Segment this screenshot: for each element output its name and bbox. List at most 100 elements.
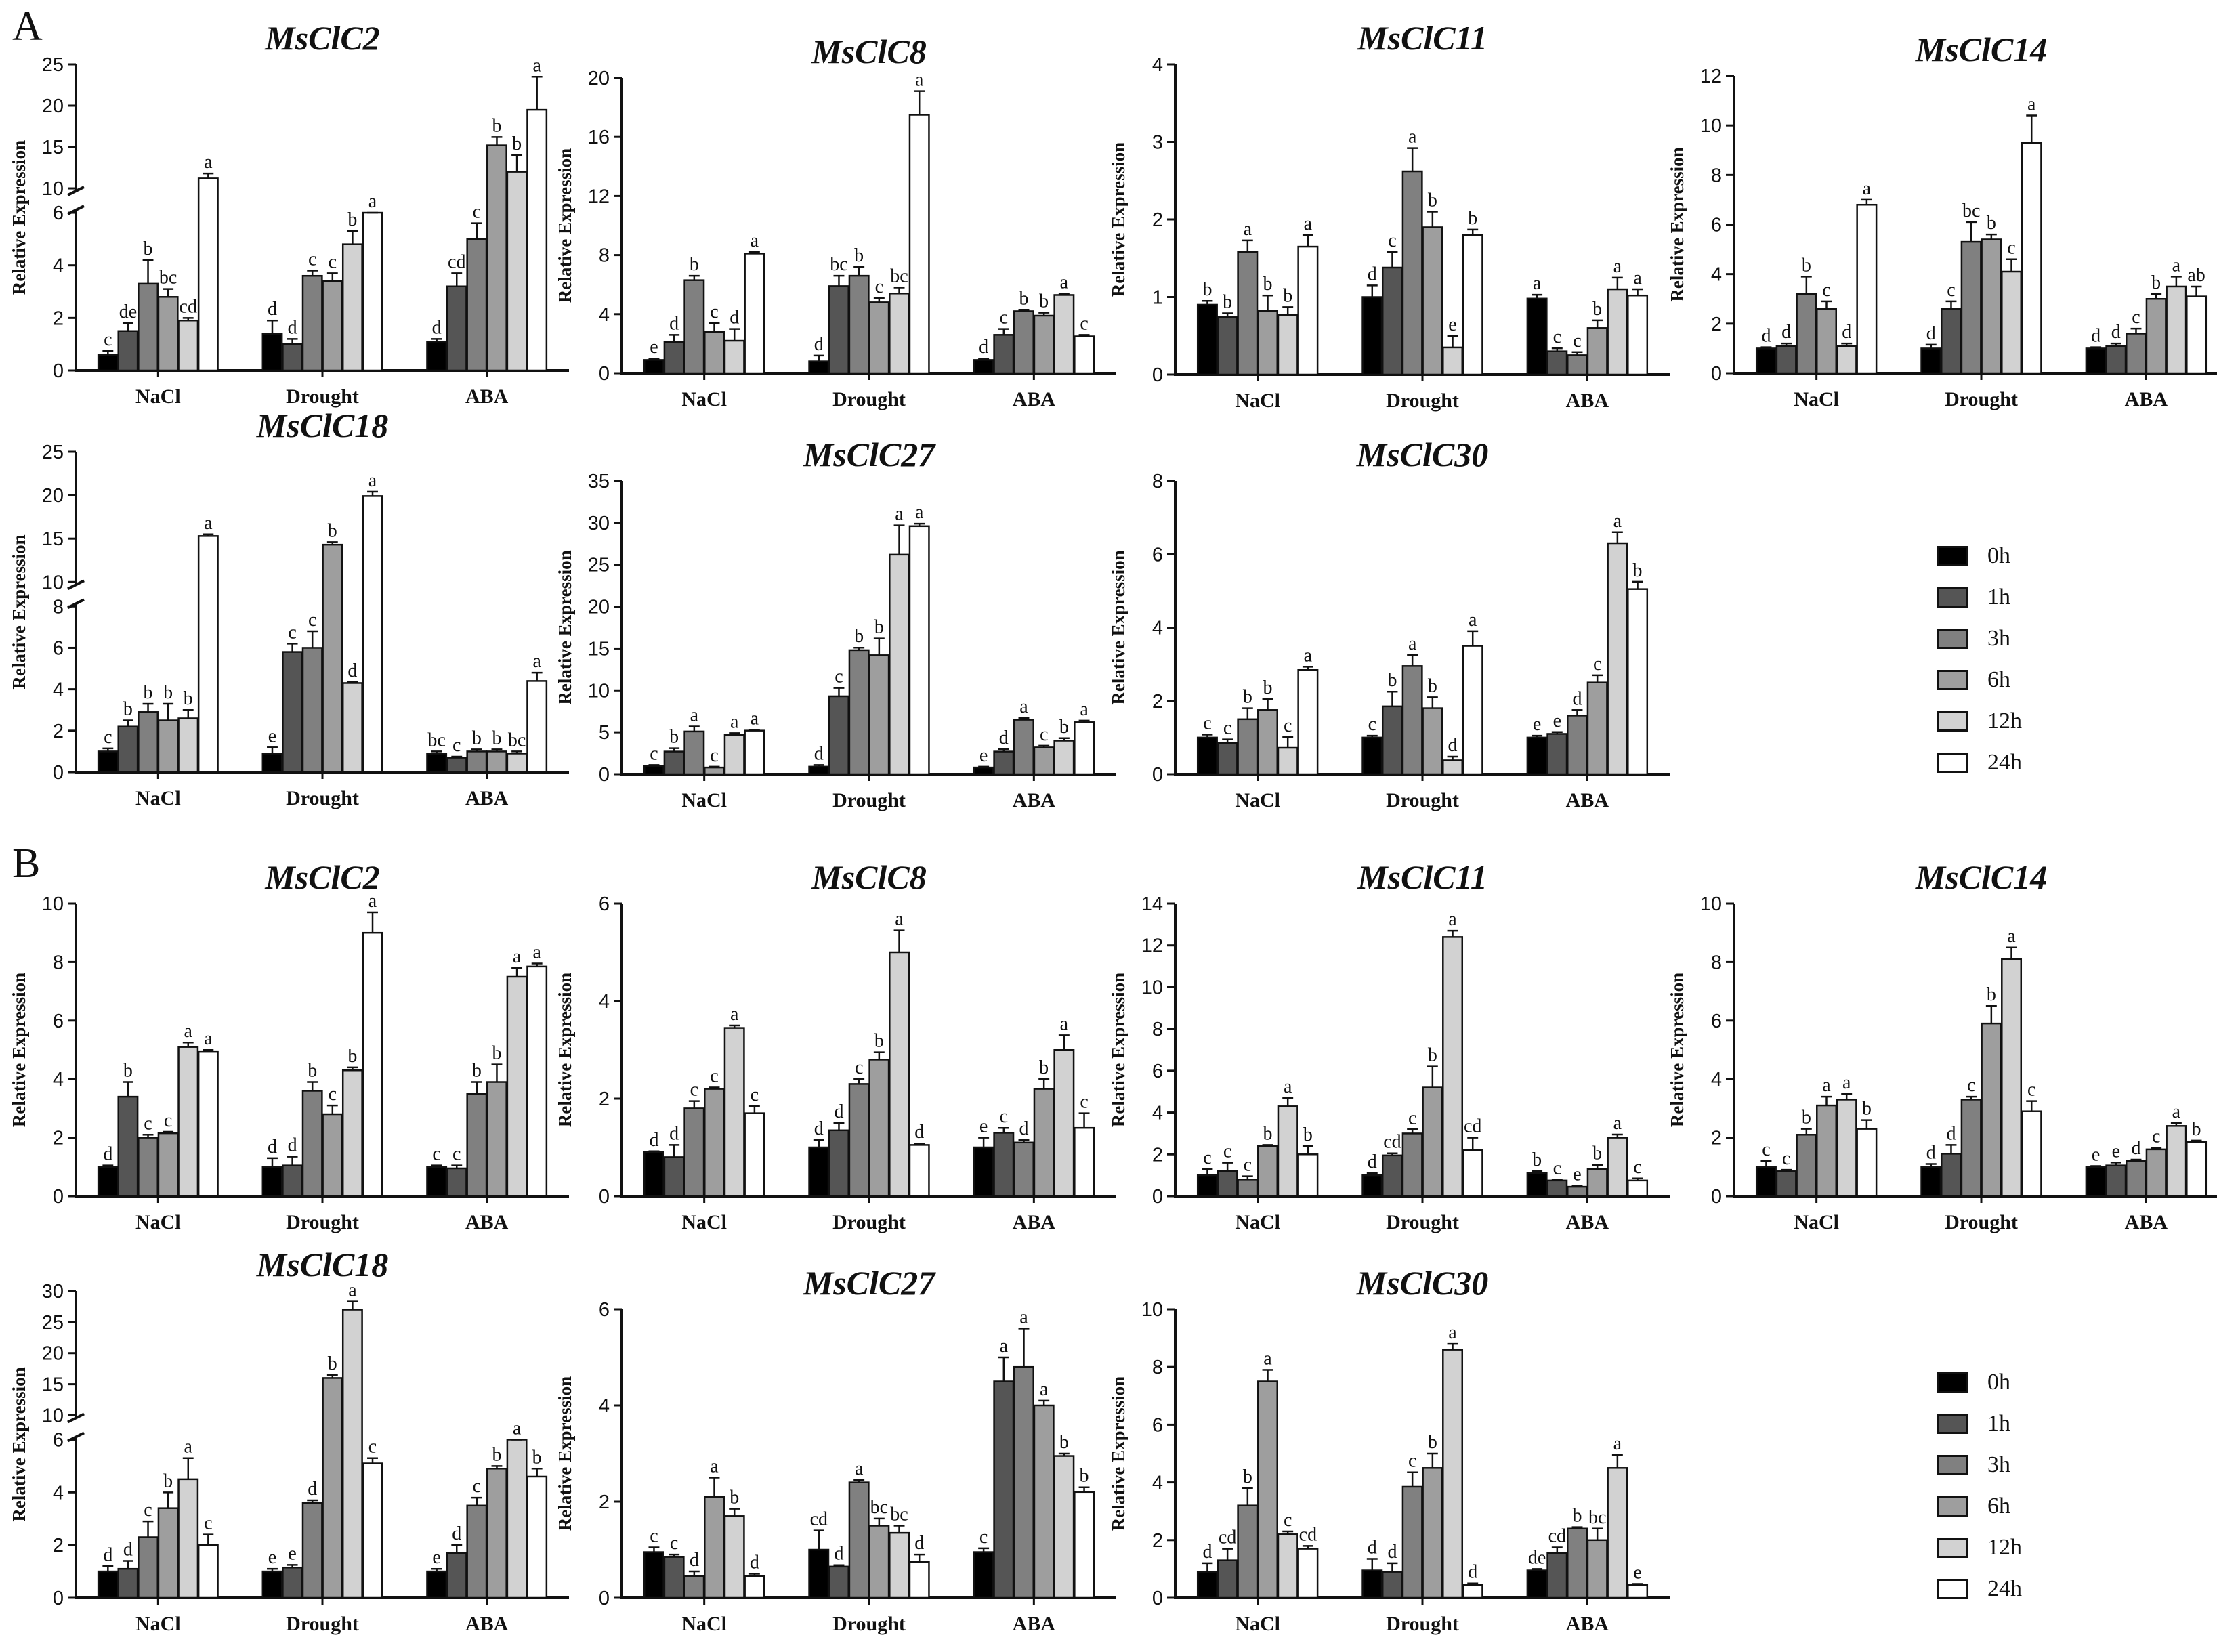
significance-letter: a xyxy=(1304,213,1313,234)
y-tick-label: 20 xyxy=(42,485,64,507)
significance-letter: b xyxy=(492,115,501,136)
chart-title: MsClC27 xyxy=(803,436,937,473)
x-tick-label: NaCl xyxy=(1235,1211,1280,1233)
y-tick-label: 6 xyxy=(599,893,610,915)
y-tick-label: 0 xyxy=(1711,1186,1722,1208)
significance-letter: a xyxy=(1019,1307,1028,1328)
bar-aba-6h xyxy=(2145,298,2167,375)
bar-aba-12h xyxy=(1607,288,1628,376)
bar-aba-12h xyxy=(1607,542,1628,776)
significance-letter: b xyxy=(1802,1107,1811,1128)
bar-nacl-3h xyxy=(1237,1504,1259,1599)
significance-letter: d xyxy=(1387,1542,1397,1563)
significance-letter: c xyxy=(2152,1126,2160,1147)
bar-nacl-6h xyxy=(704,766,725,776)
significance-letter: d xyxy=(1761,326,1771,347)
y-tick-label: 2 xyxy=(1152,691,1163,713)
significance-letter: c xyxy=(1223,718,1231,739)
significance-letter: a xyxy=(1633,268,1642,289)
bar-nacl-1h xyxy=(663,750,685,776)
legend-swatch-12h xyxy=(1937,711,1968,732)
significance-letter: d xyxy=(834,1544,843,1565)
significance-letter: a xyxy=(895,504,904,525)
bar-drought-3h xyxy=(1401,1132,1423,1198)
legend-swatch-24h xyxy=(1937,752,1968,773)
significance-letter: b xyxy=(1428,1045,1437,1066)
y-tick-label: 4 xyxy=(1152,1473,1163,1494)
x-tick-label: Drought xyxy=(1386,789,1459,811)
legend-swatch-0h xyxy=(1937,1372,1968,1393)
significance-letter: d xyxy=(914,1122,924,1143)
y-tick-label: 10 xyxy=(1700,893,1722,915)
bar-drought-6h xyxy=(868,1525,890,1599)
significance-letter: c xyxy=(1223,1141,1231,1162)
y-tick-label: 8 xyxy=(1152,471,1163,492)
significance-letter: b xyxy=(1428,675,1437,696)
bar-drought-1h xyxy=(282,1566,303,1599)
significance-letter: d xyxy=(669,313,679,334)
x-tick-label: ABA xyxy=(1566,389,1609,412)
significance-letter: b xyxy=(1592,299,1602,320)
significance-letter: a xyxy=(1863,178,1872,199)
legend-swatch-24h xyxy=(1937,1578,1968,1599)
significance-letter: a xyxy=(690,704,699,725)
bar-drought-3h xyxy=(848,1481,870,1599)
bar-drought-6h xyxy=(868,654,890,776)
bar-nacl-24h xyxy=(197,1544,219,1599)
bar-drought-6h xyxy=(322,1113,343,1198)
significance-letter: a xyxy=(1060,272,1069,293)
x-tick-label: ABA xyxy=(2125,1211,2168,1233)
y-tick-label: 10 xyxy=(42,572,64,593)
bar-aba-24h xyxy=(1627,1179,1649,1198)
axis-break-mark xyxy=(67,186,85,196)
bar-drought-3h xyxy=(848,1083,870,1198)
significance-letter: c xyxy=(1967,1075,1975,1096)
x-tick-label: ABA xyxy=(465,787,509,809)
y-tick-label: 15 xyxy=(42,137,64,158)
bar-nacl-1h xyxy=(1775,345,1797,375)
bar-nacl-12h xyxy=(177,1478,199,1599)
bar-nacl-1h xyxy=(663,1156,685,1198)
bar-aba-24h xyxy=(1074,335,1095,375)
significance-letter: c xyxy=(473,202,481,223)
chart-a-msclc14: MsClC14 Relative Expression 0 2 4 6 8 10 12 NaCl d… xyxy=(1667,30,2217,410)
legend-item: 0h xyxy=(1937,1361,2022,1403)
legend-label: 0h xyxy=(1987,1369,2010,1395)
x-tick-label: NaCl xyxy=(135,787,181,809)
bar-drought-24h xyxy=(908,1144,930,1198)
legend-label: 12h xyxy=(1987,708,2022,734)
significance-letter: d xyxy=(1368,1537,1377,1558)
significance-letter: bc xyxy=(1962,200,1980,221)
bar-nacl-12h xyxy=(1277,1533,1298,1599)
significance-letter: c xyxy=(1080,1092,1088,1113)
significance-letter: a xyxy=(1533,273,1542,294)
bar-drought-6h xyxy=(1422,226,1443,376)
x-tick-label: ABA xyxy=(1013,1613,1056,1635)
bar-nacl-0h xyxy=(97,1570,119,1599)
bar-drought-0h xyxy=(261,753,283,774)
significance-letter: a xyxy=(204,1028,213,1049)
y-tick-label: 0 xyxy=(53,360,64,382)
y-tick-label: 2 xyxy=(1711,1128,1722,1149)
chart-title: MsClC2 xyxy=(264,19,380,57)
significance-letter: d xyxy=(268,299,277,320)
significance-letter: c xyxy=(1040,724,1048,745)
significance-letter: c xyxy=(452,1144,461,1165)
bar-nacl-24h xyxy=(1856,1128,1878,1198)
bar-nacl-6h xyxy=(704,1088,725,1198)
y-tick-label: 0 xyxy=(1711,363,1722,385)
bar-drought-6h xyxy=(1422,707,1443,776)
significance-letter: cd xyxy=(1464,1116,1481,1137)
y-tick-label: 4 xyxy=(53,1482,64,1504)
significance-letter: b xyxy=(492,1043,501,1064)
bar-drought-24h xyxy=(362,931,383,1198)
legend-item: 24h xyxy=(1937,742,2022,783)
y-axis-label: Relative Expression xyxy=(1108,1376,1128,1531)
y-axis-label: Relative Expression xyxy=(9,534,29,689)
y-tick-label: 4 xyxy=(1152,1103,1163,1124)
significance-letter: a xyxy=(2172,1101,2181,1122)
significance-letter: c xyxy=(710,1065,718,1086)
significance-letter: d xyxy=(979,337,988,358)
significance-letter: d xyxy=(1946,1123,1956,1144)
